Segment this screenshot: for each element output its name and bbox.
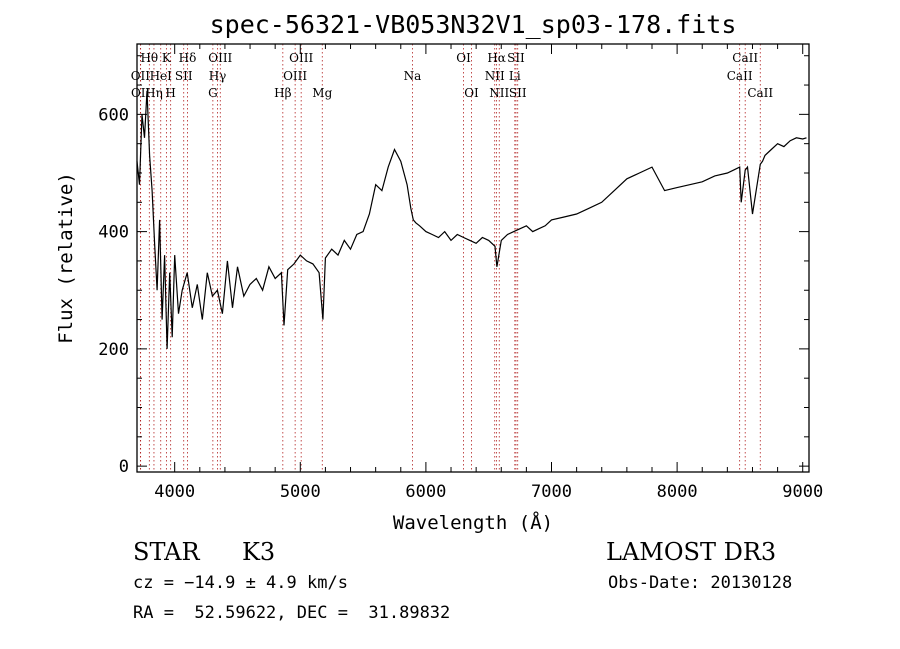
- line-label-sii: SII: [507, 51, 525, 65]
- line-label-g: G: [208, 86, 218, 100]
- y-tick-label: 200: [98, 340, 129, 360]
- line-label-li: Li: [509, 69, 521, 83]
- line-label-hβ: Hβ: [274, 86, 291, 100]
- survey-label: LAMOST DR3: [606, 538, 777, 566]
- line-label-oiii: OIII: [289, 51, 313, 65]
- x-tick-label: 9000: [782, 482, 823, 502]
- spectral-line-markers: [139, 44, 761, 472]
- line-label-hα: Hα: [487, 51, 506, 65]
- line-label-nii: NII: [489, 86, 509, 100]
- line-label-caii: CaII: [747, 86, 773, 100]
- y-tick-label: 0: [119, 457, 129, 477]
- line-label-oii: OII: [131, 69, 151, 83]
- line-label-hδ: Hδ: [179, 51, 197, 65]
- y-axis-label: Flux (relative): [55, 172, 77, 344]
- line-label-k: K: [162, 51, 172, 65]
- line-label-hθ: Hθ: [140, 51, 158, 65]
- line-label-sii: SII: [509, 86, 527, 100]
- x-tick-label: 8000: [657, 482, 698, 502]
- line-label-nii: NII: [485, 69, 505, 83]
- x-tick-label: 5000: [280, 482, 321, 502]
- redshift-text: cz = −14.9 ± 4.9 km/s: [133, 573, 348, 593]
- line-label-sii: SII: [175, 69, 193, 83]
- coordinates-text: RA = 52.59622, DEC = 31.89832: [133, 603, 451, 623]
- line-label-hη: Hη: [145, 86, 163, 100]
- plot-frame: [136, 43, 810, 473]
- obs-date-text: Obs-Date: 20130128: [608, 573, 793, 593]
- chart-title: spec-56321-VB053N32V1_sp03-178.fits: [210, 10, 737, 39]
- y-tick-label: 400: [98, 223, 129, 243]
- star-type-label: STAR: [133, 538, 200, 566]
- y-tick-label: 600: [98, 105, 129, 125]
- line-label-oi: OI: [456, 51, 471, 65]
- line-label-oiii: OIII: [208, 51, 232, 65]
- x-axis-ticks: 4000 5000 6000 7000 8000 9000: [154, 44, 823, 502]
- line-label-hei: HeI: [150, 69, 173, 83]
- spectral-class-label: K3: [242, 538, 276, 566]
- spectrum-series: [136, 90, 807, 349]
- line-label-caii: CaII: [732, 51, 758, 65]
- line-label-oi: OI: [464, 86, 479, 100]
- line-label-na: Na: [404, 69, 422, 83]
- line-label-hγ: Hγ: [209, 69, 227, 83]
- line-label-h: H: [165, 86, 175, 100]
- line-label-oiii: OIII: [283, 69, 307, 83]
- line-label-caii: CaII: [727, 69, 753, 83]
- spectral-line-labels: OII OII Hθ Hη HeI K H Hδ SII OIII Hγ G Hβ OIII OIII Mg N…: [131, 51, 774, 100]
- x-tick-label: 4000: [154, 482, 195, 502]
- x-tick-label: 6000: [405, 482, 446, 502]
- line-label-mg: Mg: [312, 86, 332, 100]
- line-label-oii: OII: [131, 86, 151, 100]
- x-axis-label: Wavelength (Å): [393, 511, 553, 534]
- x-tick-label: 7000: [531, 482, 572, 502]
- y-axis-ticks: 0 200 400 600: [98, 55, 809, 477]
